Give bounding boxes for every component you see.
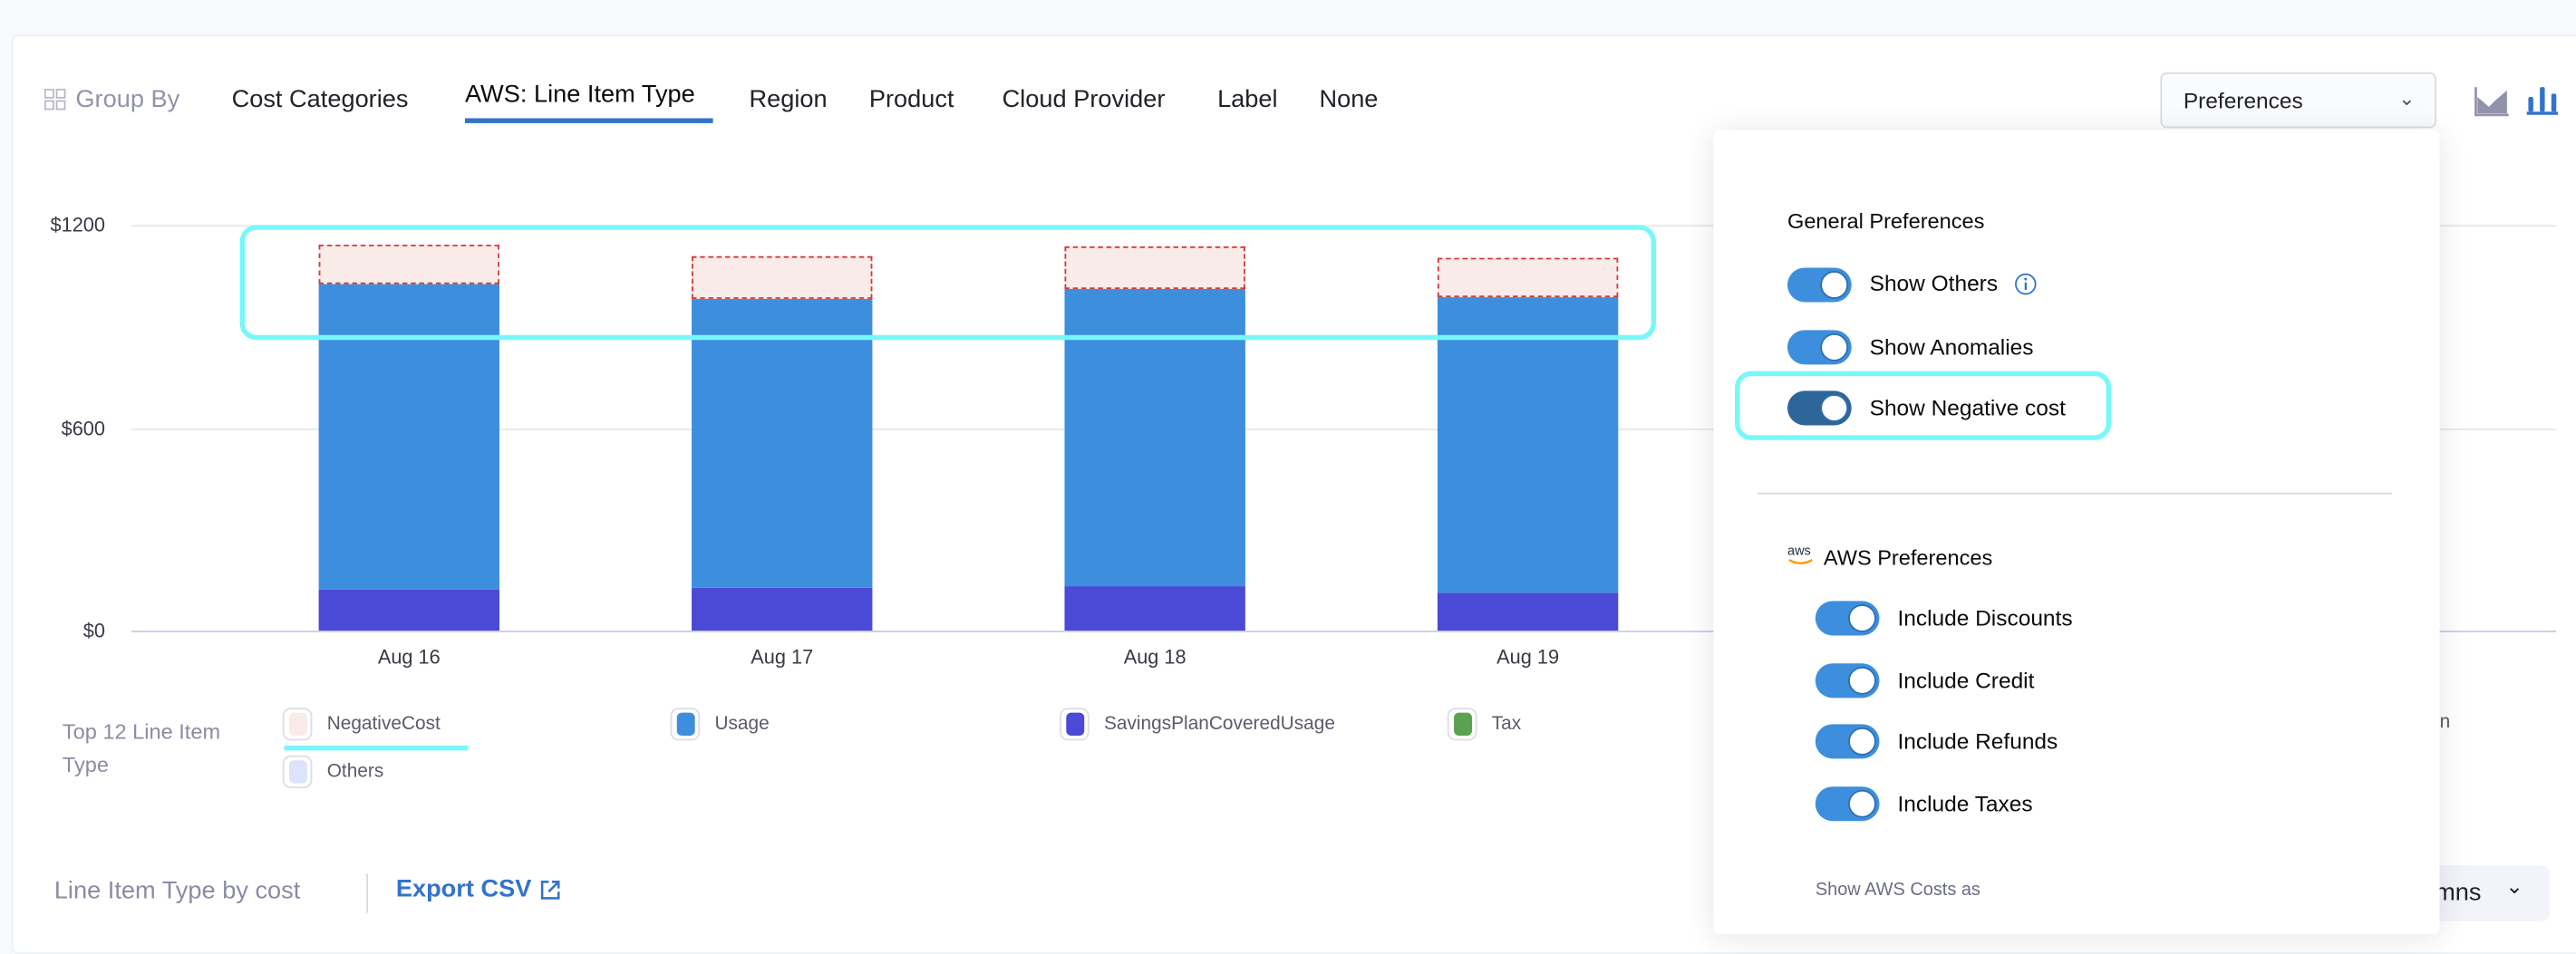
include-taxes-toggle[interactable]	[1815, 786, 1880, 822]
legend-label: Tax	[1491, 714, 1522, 735]
include-discounts-label: Include Discounts	[1897, 605, 2073, 631]
x-axis	[131, 631, 2557, 632]
bar-usage[interactable]	[1437, 297, 1619, 593]
x-tick-label: Aug 16	[377, 645, 441, 669]
legend-label: NegativeCost	[326, 714, 441, 735]
bar-savingsplancoveredusage[interactable]	[1064, 586, 1245, 631]
include-credit-toggle[interactable]	[1815, 663, 1880, 699]
legend-item-truncated: n	[2439, 712, 2451, 733]
chevron-down-icon: ⌄	[2398, 87, 2416, 111]
bar-savingsplancoveredusage[interactable]	[692, 587, 873, 631]
chevron-down-icon: ⌄	[2505, 873, 2523, 899]
aws-smile-icon	[1788, 559, 1813, 564]
table-title: Line Item Type by cost	[53, 876, 301, 905]
show-negative-cost-toggle[interactable]	[1787, 390, 1852, 426]
legend-item-tax[interactable]: Tax	[1447, 708, 1522, 741]
negative-cost-toggle-highlight	[1735, 371, 2112, 440]
show-anomalies-label: Show Anomalies	[1869, 334, 2034, 360]
legend-label: Others	[326, 762, 384, 782]
y-tick-label: $1200	[50, 213, 105, 236]
legend-item-negativecost[interactable]: NegativeCost	[282, 708, 441, 741]
active-tab-indicator	[464, 118, 713, 123]
group-by-text: Group By	[75, 85, 180, 114]
bar-negativecost[interactable]	[1437, 257, 1619, 298]
include-discounts-toggle[interactable]	[1815, 601, 1880, 636]
legend-item-usage[interactable]: Usage	[670, 708, 770, 741]
grid-icon	[44, 88, 66, 111]
legend-swatch	[288, 760, 307, 784]
include-refunds-toggle[interactable]	[1815, 724, 1880, 759]
bar-negativecost[interactable]	[318, 244, 499, 284]
divider	[366, 873, 368, 913]
gridline	[131, 429, 2557, 430]
external-link-icon	[539, 880, 559, 899]
show-negative-cost-label: Show Negative cost	[1869, 395, 2066, 420]
bar-negativecost[interactable]	[1064, 246, 1245, 290]
show-anomalies-toggle[interactable]	[1787, 330, 1852, 365]
aws-logo-text: aws	[1787, 543, 1811, 559]
legend-item-savingsplancoveredusage[interactable]: SavingsPlanCoveredUsage	[1060, 708, 1335, 741]
show-others-toggle[interactable]	[1787, 267, 1852, 303]
legend-swatch	[1453, 712, 1472, 736]
area-chart-icon[interactable]	[2474, 87, 2511, 117]
bar-savingsplancoveredusage[interactable]	[318, 589, 499, 631]
aws-preferences-title: AWS Preferences	[1823, 544, 1993, 570]
legend-label: Usage	[714, 714, 770, 735]
export-csv-link[interactable]: Export CSV	[396, 875, 559, 903]
bar-chart-icon[interactable]	[2526, 85, 2559, 115]
include-refunds-label: Include Refunds	[1897, 728, 2058, 754]
bar-savingsplancoveredusage[interactable]	[1437, 593, 1619, 631]
x-tick-label: Aug 19	[1496, 645, 1560, 669]
preferences-popover: General Preferences Show Others Show Ano…	[1713, 130, 2440, 935]
preferences-dropdown[interactable]: Preferences ⌄	[2160, 72, 2436, 129]
columns-label: mns	[2435, 878, 2482, 907]
include-credit-label: Include Credit	[1897, 668, 2035, 693]
legend-title: Top 12 Line Item Type	[62, 718, 221, 777]
group-by-label: Group By	[44, 85, 179, 113]
show-others-label: Show Others	[1869, 271, 1999, 296]
aws-logo: aws	[1787, 543, 1816, 567]
tab-product[interactable]: Product	[868, 85, 954, 114]
x-tick-label: Aug 18	[1123, 645, 1186, 669]
legend-highlight-underline	[284, 745, 469, 751]
general-preferences-title: General Preferences	[1787, 208, 1985, 234]
tab-cost-categories[interactable]: Cost Categories	[231, 85, 409, 114]
legend-label: SavingsPlanCoveredUsage	[1104, 714, 1335, 735]
preferences-label: Preferences	[2183, 88, 2303, 114]
tab-region[interactable]: Region	[749, 85, 828, 114]
negative-cost-highlight	[239, 225, 1656, 341]
show-aws-costs-as-label: Show AWS Costs as	[1815, 880, 1980, 901]
legend-swatch	[675, 712, 694, 736]
include-taxes-label: Include Taxes	[1897, 791, 2033, 816]
tab-none[interactable]: None	[1319, 85, 1379, 114]
tab-label[interactable]: Label	[1217, 85, 1278, 114]
tab-aws-line-item-type[interactable]: AWS: Line Item Type	[464, 80, 695, 109]
info-icon[interactable]	[2014, 273, 2037, 295]
legend-swatch	[1065, 712, 1084, 736]
tab-cloud-provider[interactable]: Cloud Provider	[1002, 85, 1166, 114]
legend-swatch	[288, 712, 307, 736]
legend-item-others[interactable]: Others	[282, 755, 384, 788]
y-tick-label: $600	[61, 417, 105, 440]
y-tick-label: $0	[82, 619, 105, 642]
x-tick-label: Aug 17	[751, 645, 814, 669]
bar-usage[interactable]	[692, 298, 873, 588]
divider	[1758, 492, 2392, 495]
export-csv-label: Export CSV	[395, 875, 532, 903]
bar-negativecost[interactable]	[692, 256, 873, 299]
